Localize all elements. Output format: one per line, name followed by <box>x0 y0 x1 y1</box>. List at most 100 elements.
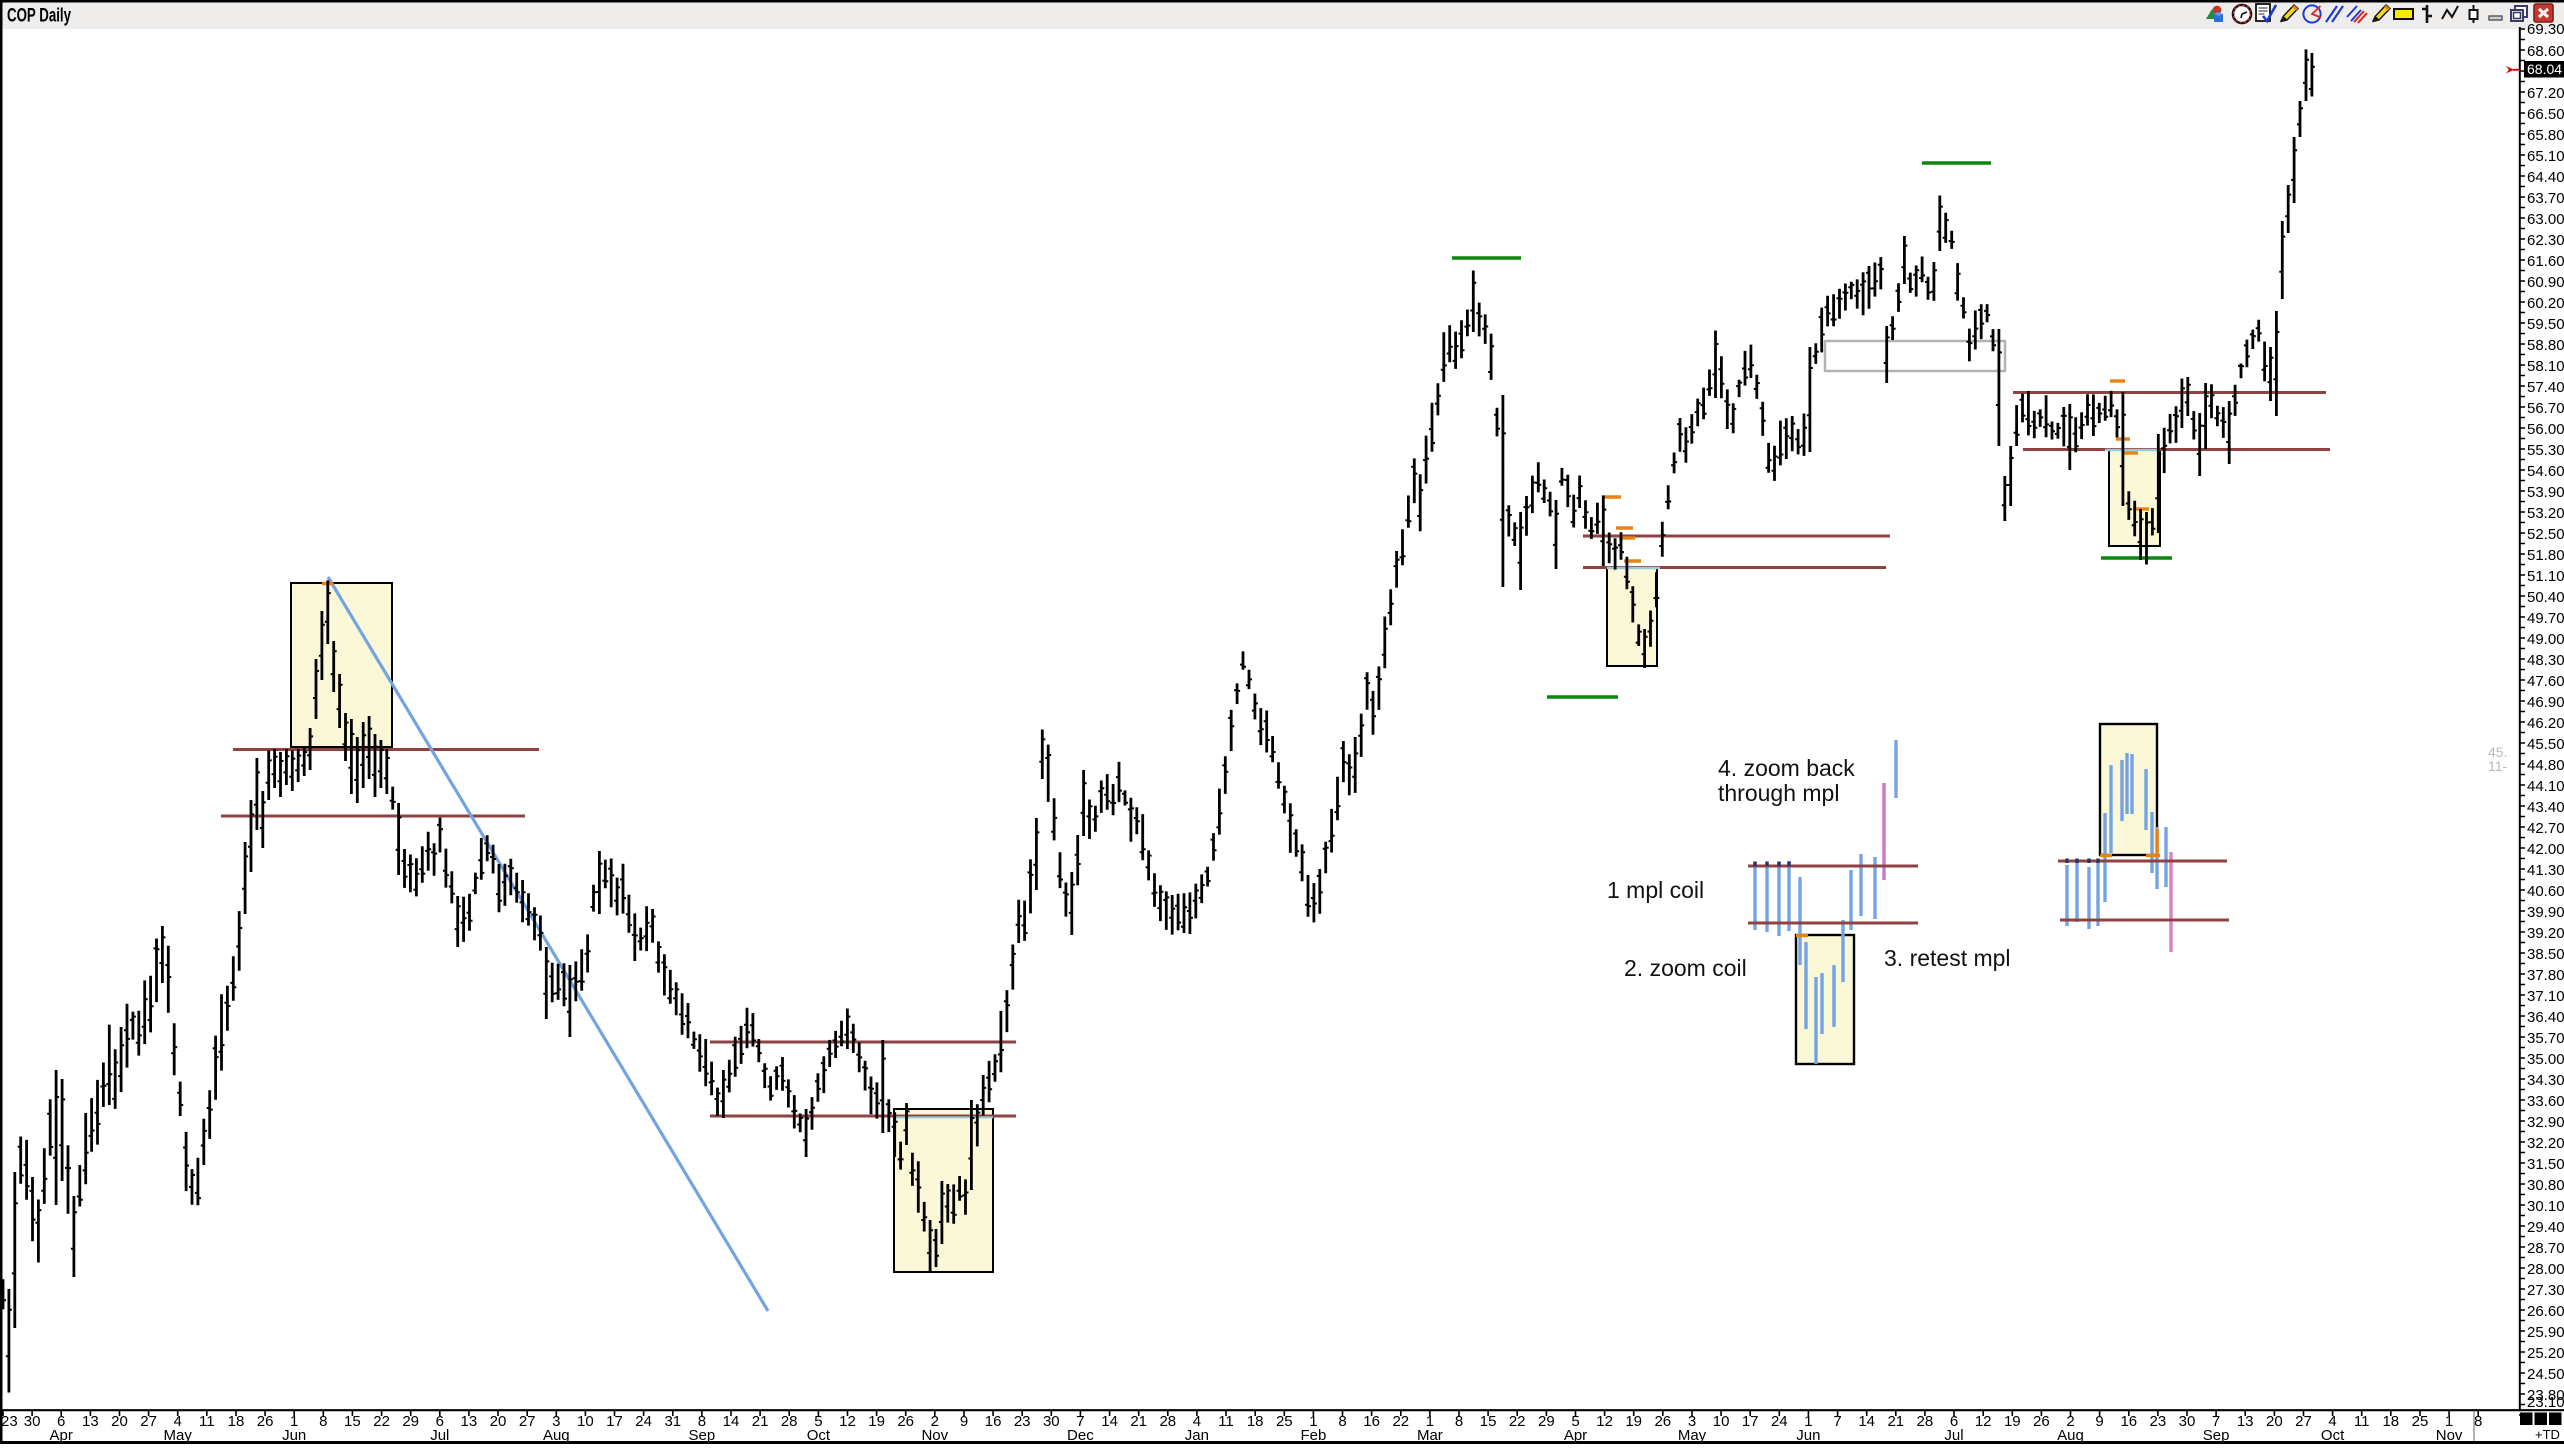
svg-text:69.30: 69.30 <box>2527 21 2564 38</box>
svg-text:4: 4 <box>174 1413 182 1430</box>
svg-text:30: 30 <box>24 1413 41 1430</box>
svg-text:28.00: 28.00 <box>2527 1261 2564 1278</box>
svg-text:19: 19 <box>1625 1413 1642 1430</box>
svg-text:2. zoom coil: 2. zoom coil <box>1624 955 1747 981</box>
svg-text:Jun: Jun <box>1796 1427 1820 1444</box>
svg-text:51.10: 51.10 <box>2527 568 2564 585</box>
svg-text:Aug: Aug <box>543 1427 570 1444</box>
svg-text:30.10: 30.10 <box>2527 1198 2564 1215</box>
svg-text:2: 2 <box>931 1413 939 1430</box>
svg-text:14: 14 <box>1858 1413 1875 1430</box>
svg-text:59.50: 59.50 <box>2527 316 2564 333</box>
svg-text:9: 9 <box>2095 1413 2103 1430</box>
svg-text:42.70: 42.70 <box>2527 820 2564 837</box>
svg-text:29: 29 <box>402 1413 419 1430</box>
svg-text:Mar: Mar <box>1417 1427 1443 1444</box>
svg-text:16: 16 <box>2120 1413 2137 1430</box>
svg-text:33.60: 33.60 <box>2527 1093 2564 1110</box>
svg-text:22: 22 <box>1509 1413 1526 1430</box>
svg-text:9: 9 <box>960 1413 968 1430</box>
svg-text:3: 3 <box>552 1413 560 1430</box>
svg-text:4. zoom back: 4. zoom back <box>1718 755 1855 781</box>
svg-text:8: 8 <box>2474 1413 2482 1430</box>
svg-text:61.60: 61.60 <box>2527 253 2564 270</box>
svg-text:29.40: 29.40 <box>2527 1219 2564 1236</box>
svg-text:53.90: 53.90 <box>2527 484 2564 501</box>
svg-text:55.30: 55.30 <box>2527 442 2564 459</box>
svg-text:1 mpl coil: 1 mpl coil <box>1607 877 1704 903</box>
svg-text:5: 5 <box>1571 1413 1579 1430</box>
svg-text:64.40: 64.40 <box>2527 169 2564 186</box>
svg-text:27: 27 <box>2295 1413 2312 1430</box>
svg-text:24: 24 <box>635 1413 652 1430</box>
svg-text:35.70: 35.70 <box>2527 1030 2564 1047</box>
svg-text:17: 17 <box>606 1413 623 1430</box>
svg-text:62.30: 62.30 <box>2527 232 2564 249</box>
svg-text:28: 28 <box>781 1413 798 1430</box>
svg-text:7: 7 <box>1076 1413 1084 1430</box>
svg-text:27: 27 <box>519 1413 536 1430</box>
svg-text:40.60: 40.60 <box>2527 883 2564 900</box>
svg-text:11: 11 <box>199 1413 215 1430</box>
svg-text:19: 19 <box>868 1413 885 1430</box>
svg-text:11-: 11- <box>2488 758 2508 774</box>
svg-text:21: 21 <box>1887 1413 1904 1430</box>
svg-text:35.00: 35.00 <box>2527 1051 2564 1068</box>
svg-text:39.90: 39.90 <box>2527 904 2564 921</box>
svg-text:22: 22 <box>1392 1413 1409 1430</box>
svg-text:Oct: Oct <box>2321 1427 2345 1444</box>
svg-text:8: 8 <box>319 1413 327 1430</box>
svg-text:Oct: Oct <box>807 1427 831 1444</box>
svg-text:6: 6 <box>1950 1413 1958 1430</box>
svg-text:Jul: Jul <box>430 1427 449 1444</box>
svg-text:15: 15 <box>1480 1413 1497 1430</box>
svg-text:+TD: +TD <box>2535 1427 2560 1442</box>
svg-text:49.00: 49.00 <box>2527 631 2564 648</box>
svg-text:15: 15 <box>344 1413 361 1430</box>
svg-text:Apr: Apr <box>50 1427 73 1444</box>
svg-text:56.70: 56.70 <box>2527 400 2564 417</box>
svg-text:44.80: 44.80 <box>2527 757 2564 774</box>
svg-text:Apr: Apr <box>1564 1427 1587 1444</box>
svg-text:1: 1 <box>1804 1413 1812 1430</box>
svg-text:32.20: 32.20 <box>2527 1135 2564 1152</box>
svg-text:11: 11 <box>1218 1413 1234 1430</box>
svg-text:65.80: 65.80 <box>2527 127 2564 144</box>
svg-text:16: 16 <box>1363 1413 1380 1430</box>
svg-text:58.10: 58.10 <box>2527 358 2564 375</box>
svg-text:21: 21 <box>752 1413 769 1430</box>
svg-text:23: 23 <box>1014 1413 1031 1430</box>
svg-text:Aug: Aug <box>2057 1427 2084 1444</box>
svg-text:58.80: 58.80 <box>2527 337 2564 354</box>
svg-text:63.00: 63.00 <box>2527 211 2564 228</box>
svg-text:COP Daily: COP Daily <box>7 5 71 27</box>
svg-text:42.00: 42.00 <box>2527 841 2564 858</box>
svg-text:6: 6 <box>436 1413 444 1430</box>
svg-text:6: 6 <box>57 1413 65 1430</box>
svg-text:31: 31 <box>664 1413 681 1430</box>
svg-text:18: 18 <box>228 1413 245 1430</box>
svg-text:53.20: 53.20 <box>2527 505 2564 522</box>
svg-text:4: 4 <box>1193 1413 1201 1430</box>
svg-text:18: 18 <box>2382 1413 2399 1430</box>
svg-text:50.40: 50.40 <box>2527 589 2564 606</box>
svg-text:28: 28 <box>1159 1413 1176 1430</box>
svg-text:13: 13 <box>461 1413 478 1430</box>
svg-text:24.50: 24.50 <box>2527 1366 2564 1383</box>
svg-text:52.50: 52.50 <box>2527 526 2564 543</box>
svg-text:17: 17 <box>1742 1413 1759 1430</box>
svg-text:Jun: Jun <box>282 1427 306 1444</box>
svg-text:11: 11 <box>2354 1413 2370 1430</box>
svg-text:Nov: Nov <box>921 1427 948 1444</box>
svg-text:56.00: 56.00 <box>2527 421 2564 438</box>
svg-text:49.70: 49.70 <box>2527 610 2564 627</box>
svg-text:14: 14 <box>1101 1413 1118 1430</box>
svg-text:26: 26 <box>257 1413 274 1430</box>
svg-text:1: 1 <box>290 1413 298 1430</box>
svg-text:1: 1 <box>1309 1413 1317 1430</box>
svg-text:31.50: 31.50 <box>2527 1156 2564 1173</box>
svg-text:37.80: 37.80 <box>2527 967 2564 984</box>
svg-text:Jan: Jan <box>1185 1427 1209 1444</box>
svg-text:Feb: Feb <box>1300 1427 1326 1444</box>
svg-text:1: 1 <box>1426 1413 1434 1430</box>
